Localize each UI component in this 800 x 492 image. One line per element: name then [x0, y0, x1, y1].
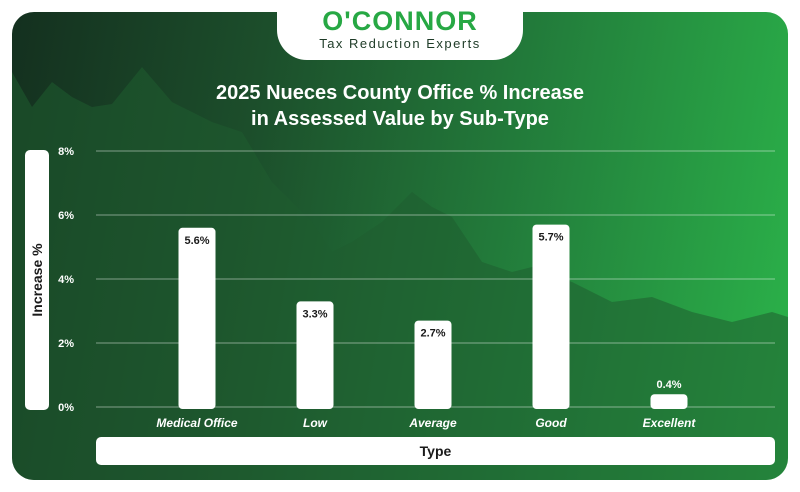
bar-value-label: 2.7%	[420, 328, 445, 340]
y-tick-label: 8%	[58, 146, 74, 158]
x-axis-label: Type	[96, 437, 775, 465]
x-tick-label: Average	[408, 416, 457, 430]
bar	[296, 301, 334, 409]
bar-value-label: 3.3%	[302, 308, 327, 320]
logo-tagline: Tax Reduction Experts	[319, 36, 481, 51]
bar-value-label: 0.4%	[656, 379, 681, 391]
bar	[650, 394, 688, 409]
y-tick-label: 6%	[58, 210, 74, 222]
logo: O'CONNOR Tax Reduction Experts	[277, 0, 523, 60]
chart-title-line-2: in Assessed Value by Sub-Type	[251, 108, 549, 130]
chart-title: 2025 Nueces County Office % Increase in …	[12, 80, 788, 132]
x-tick-label: Low	[303, 416, 328, 430]
bar	[178, 227, 216, 409]
bar	[532, 224, 570, 409]
y-tick-label: 4%	[58, 274, 74, 286]
y-axis-label: Increase %	[29, 243, 45, 317]
bar-value-label: 5.6%	[184, 235, 209, 247]
bar	[414, 320, 452, 409]
y-tick-label: 2%	[58, 338, 74, 350]
x-tick-label: Excellent	[643, 416, 697, 430]
logo-name: O'CONNOR	[322, 6, 478, 36]
x-tick-label: Medical Office	[156, 416, 237, 430]
chart-title-line-1: 2025 Nueces County Office % Increase	[216, 82, 584, 104]
x-tick-label: Good	[535, 416, 567, 430]
y-axis-label-box	[25, 150, 49, 410]
bar-value-label: 5.7%	[538, 232, 563, 244]
y-tick-label: 0%	[58, 402, 74, 414]
